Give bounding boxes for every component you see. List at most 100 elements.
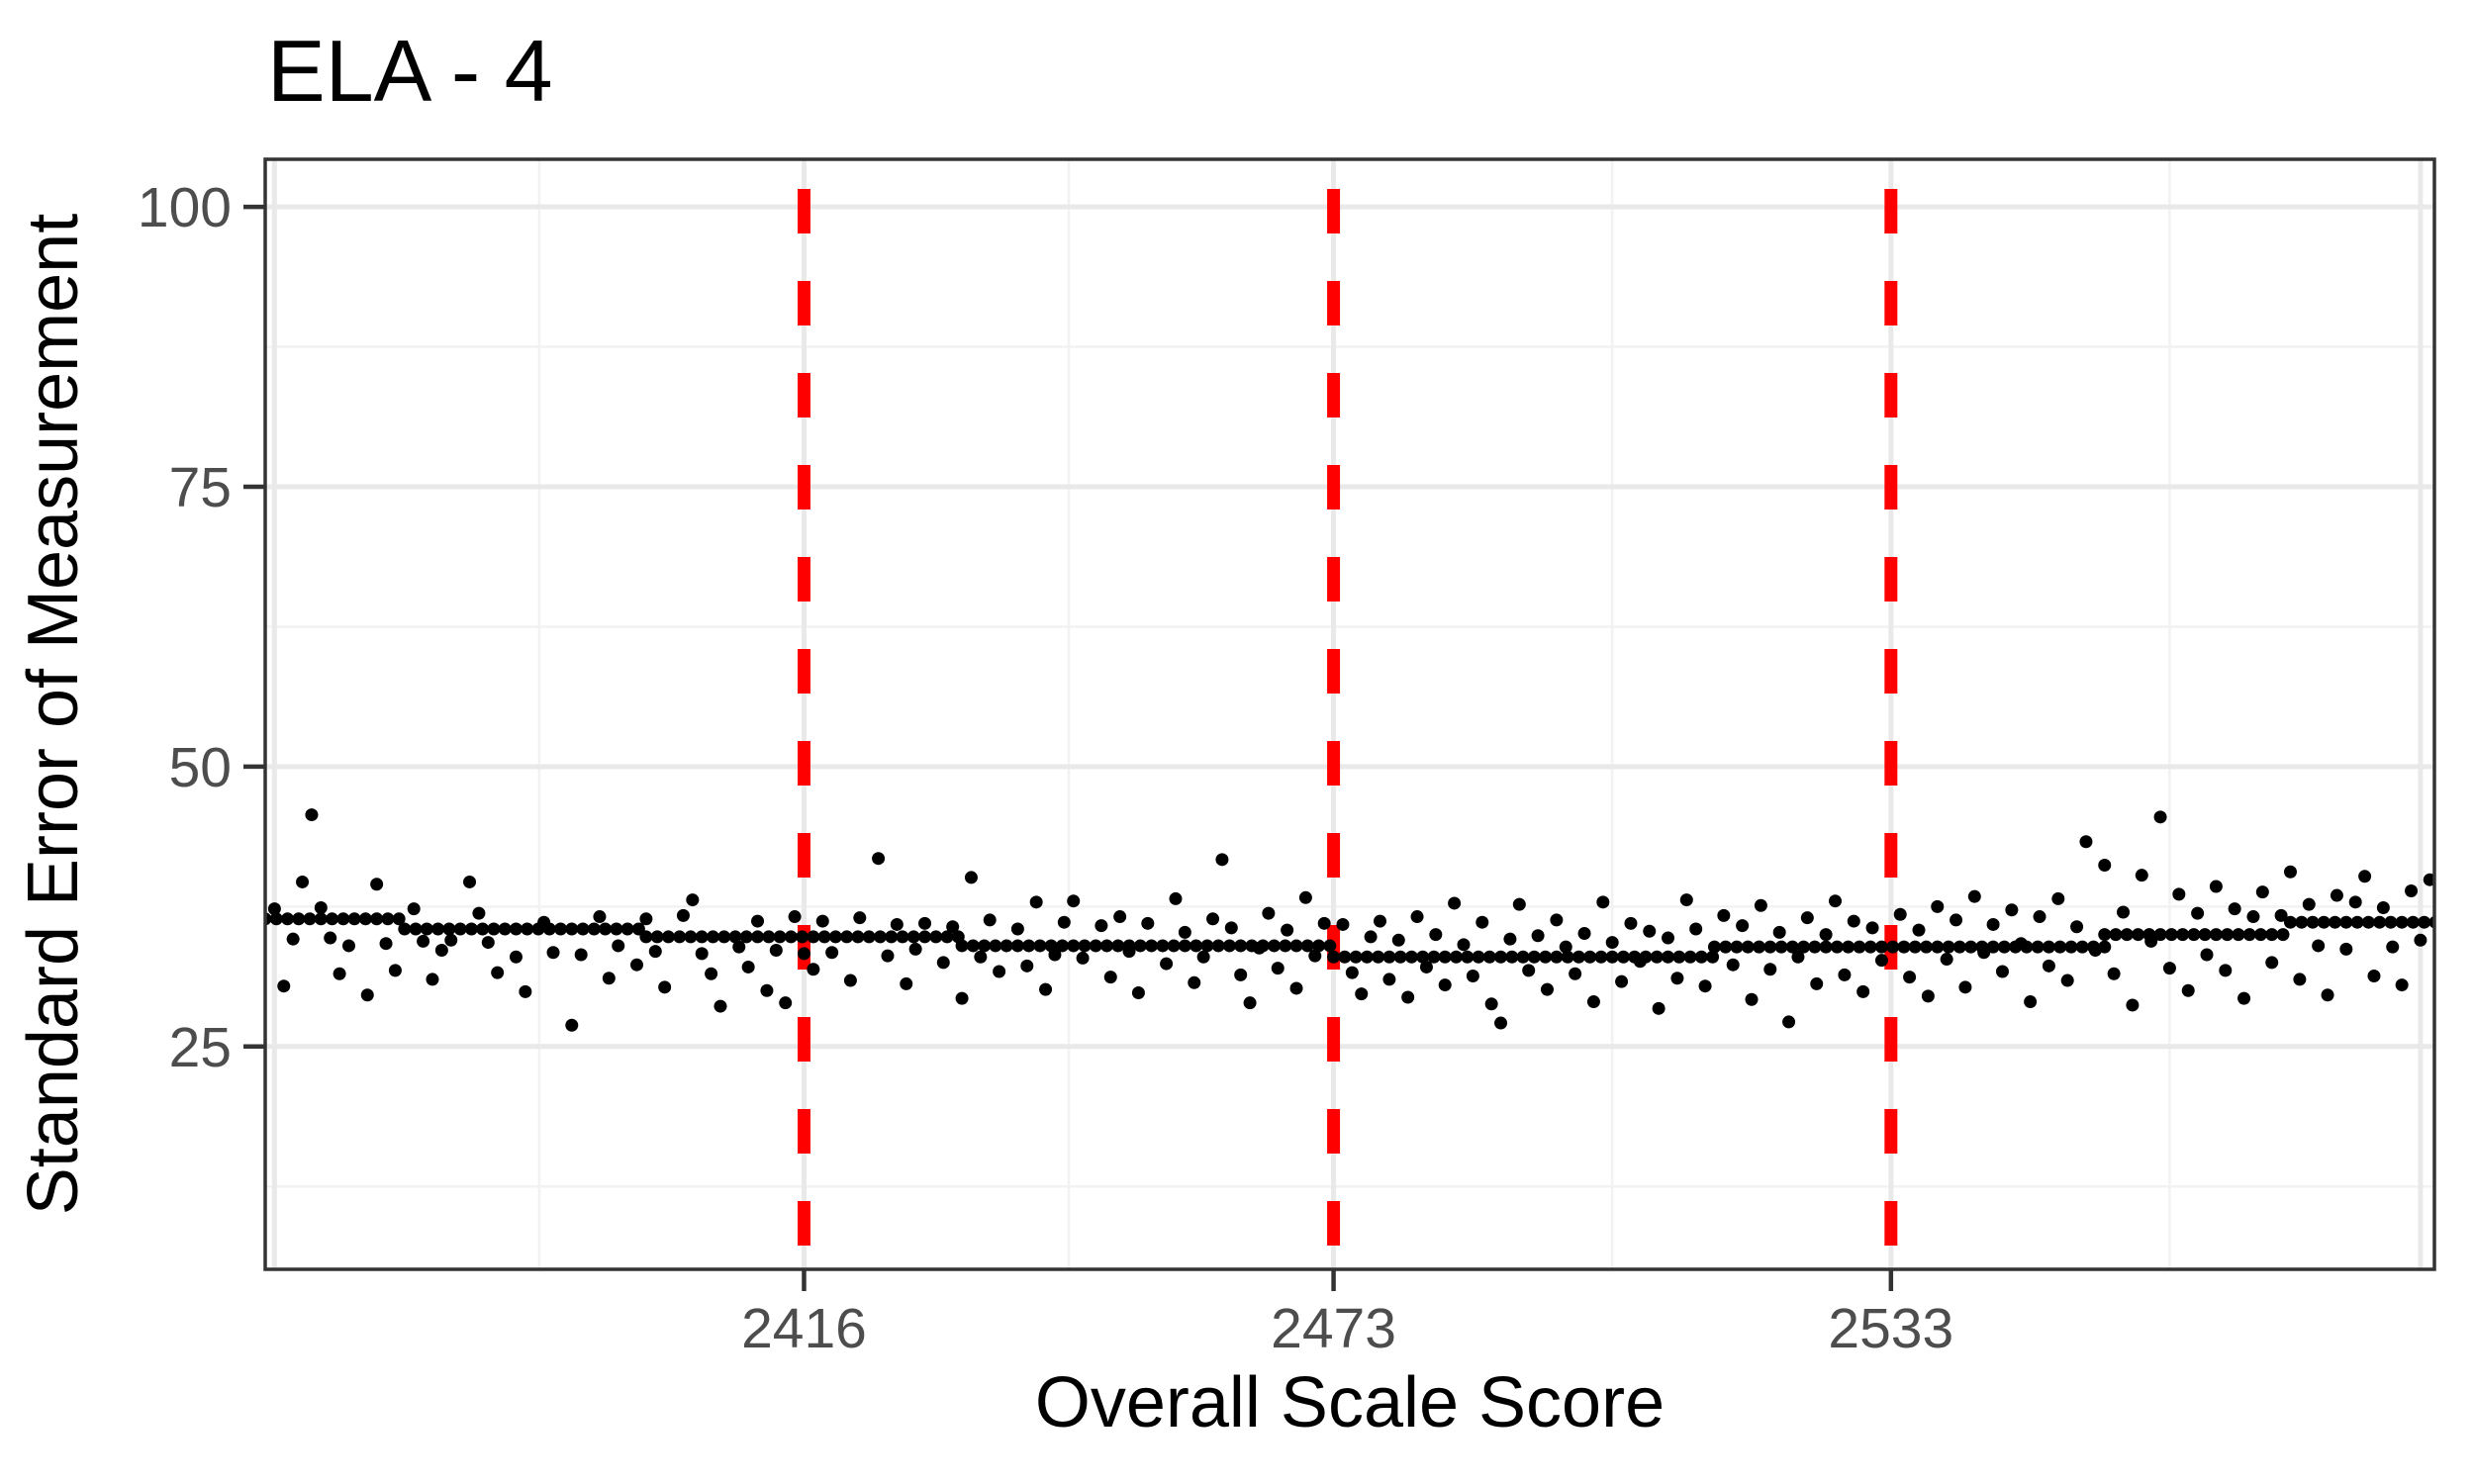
data-point bbox=[1374, 914, 1387, 928]
data-point bbox=[2060, 974, 2074, 987]
data-point bbox=[1020, 959, 1034, 973]
data-point bbox=[2312, 939, 2326, 953]
spine-point bbox=[314, 912, 328, 926]
spine-point bbox=[2198, 928, 2212, 942]
data-point bbox=[1615, 974, 1629, 988]
data-point bbox=[714, 999, 727, 1013]
spine-point bbox=[1986, 940, 2000, 954]
spine-point bbox=[1234, 939, 1248, 953]
data-point bbox=[1531, 929, 1545, 943]
spine-point bbox=[2406, 915, 2420, 929]
spine-point bbox=[509, 922, 523, 936]
gridlines bbox=[265, 159, 2434, 1269]
data-point bbox=[463, 875, 477, 888]
spine-point bbox=[453, 922, 467, 936]
x-tick-label: 2416 bbox=[741, 1297, 867, 1360]
data-point bbox=[1355, 987, 1369, 1001]
data-point bbox=[1986, 917, 2000, 931]
data-point bbox=[2302, 897, 2316, 911]
spine-point bbox=[1156, 939, 1170, 953]
data-point bbox=[1569, 967, 1582, 980]
spine-point bbox=[2164, 928, 2178, 942]
data-point bbox=[2070, 920, 2084, 934]
spine-point bbox=[1438, 950, 1452, 964]
data-point bbox=[1698, 979, 1712, 993]
data-point bbox=[974, 950, 988, 964]
data-point bbox=[565, 1018, 579, 1032]
data-point bbox=[370, 878, 384, 891]
spine-point bbox=[1683, 950, 1697, 964]
spine-point bbox=[303, 912, 317, 926]
spine-point bbox=[1312, 939, 1326, 953]
spine-point bbox=[2176, 928, 2190, 942]
spine-point bbox=[1279, 939, 1292, 953]
spine-point bbox=[1067, 939, 1081, 953]
data-point bbox=[2033, 910, 2046, 924]
data-point bbox=[1122, 945, 1136, 959]
data-point bbox=[341, 939, 355, 953]
data-point bbox=[2293, 973, 2307, 986]
spine-point bbox=[2120, 928, 2134, 942]
spine-point bbox=[2361, 915, 2375, 929]
data-point bbox=[1076, 951, 1090, 965]
data-point bbox=[1252, 941, 1266, 955]
spine-point bbox=[1404, 950, 1418, 964]
spine-point bbox=[1605, 950, 1619, 964]
spine-point bbox=[409, 922, 423, 936]
spine-point bbox=[381, 912, 395, 926]
spine-point bbox=[487, 922, 501, 936]
data-point bbox=[2423, 873, 2434, 886]
spine-point bbox=[1952, 940, 1966, 954]
spine-point bbox=[695, 930, 709, 944]
spine-point bbox=[739, 930, 753, 944]
spine-point bbox=[940, 930, 954, 944]
spine-point bbox=[498, 922, 512, 936]
spine-point bbox=[521, 922, 534, 936]
spine-point bbox=[1349, 950, 1363, 964]
data-point bbox=[1448, 896, 1462, 910]
spine-point bbox=[442, 922, 456, 936]
data-point bbox=[853, 911, 867, 925]
data-point bbox=[2209, 880, 2223, 893]
data-point bbox=[2172, 887, 2186, 901]
spine-point bbox=[431, 922, 445, 936]
data-point bbox=[1931, 899, 1945, 913]
data-point bbox=[2219, 964, 2233, 977]
spine-point bbox=[576, 922, 590, 936]
data-point bbox=[1215, 853, 1229, 867]
data-point bbox=[1958, 980, 1972, 994]
spine-point bbox=[347, 912, 361, 926]
spine-point bbox=[370, 912, 384, 926]
spine-point bbox=[840, 930, 854, 944]
data-point bbox=[1921, 989, 1935, 1003]
data-point bbox=[1475, 915, 1489, 929]
data-point bbox=[324, 931, 337, 945]
spine-point bbox=[420, 922, 433, 936]
data-point bbox=[2098, 858, 2112, 872]
spine-point bbox=[1327, 950, 1341, 964]
spine-point bbox=[1931, 940, 1945, 954]
data-point bbox=[1039, 982, 1053, 996]
spine-point bbox=[2153, 928, 2167, 942]
spine-point bbox=[2418, 915, 2431, 929]
data-point bbox=[825, 946, 839, 960]
data-point bbox=[1298, 890, 1312, 904]
y-tick-label: 75 bbox=[169, 456, 232, 519]
data-point bbox=[1865, 921, 1879, 935]
data-point bbox=[2117, 905, 2131, 919]
data-point bbox=[1819, 928, 1833, 942]
spine-point bbox=[706, 930, 719, 944]
data-point bbox=[1754, 898, 1767, 912]
data-point bbox=[918, 916, 932, 930]
data-point bbox=[2395, 978, 2409, 992]
spine-point bbox=[2109, 928, 2123, 942]
data-point bbox=[946, 920, 960, 934]
spine-point bbox=[281, 912, 295, 926]
data-point bbox=[1995, 965, 2009, 978]
spine-point bbox=[2373, 915, 2387, 929]
data-point bbox=[1057, 915, 1071, 929]
data-point bbox=[537, 915, 551, 929]
spine-point bbox=[1505, 950, 1519, 964]
spine-point bbox=[650, 930, 664, 944]
data-point bbox=[955, 991, 969, 1005]
